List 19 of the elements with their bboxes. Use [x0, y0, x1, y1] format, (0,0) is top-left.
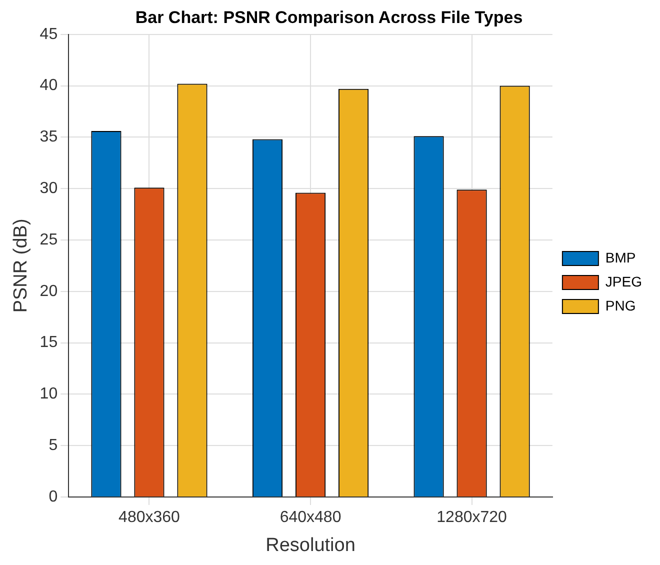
y-tick-label: 30 [40, 180, 58, 198]
legend-label: JPEG [605, 273, 642, 290]
y-tick-label: 15 [40, 334, 58, 352]
y-tick-label: 5 [48, 437, 58, 454]
y-tick-label: 0 [48, 488, 58, 506]
x-axis-title: Resolution [266, 534, 356, 556]
y-tick-label: 35 [40, 128, 58, 146]
y-tick-label: 20 [40, 282, 58, 300]
x-tick-label: 1280x720 [436, 509, 508, 526]
y-tick-label: 10 [40, 386, 58, 403]
legend-label: BMP [605, 249, 636, 266]
y-axis-title: PSNR (dB) [10, 218, 32, 313]
chart-title: Bar Chart: PSNR Comparison Across File Types [135, 8, 523, 27]
x-tick-label: 480x360 [118, 509, 180, 526]
y-tick-label: 40 [40, 77, 58, 94]
y-tick-label: 25 [40, 231, 58, 248]
legend-label: PNG [605, 297, 636, 314]
x-tick-label: 640x480 [280, 509, 342, 526]
y-tick-label: 45 [40, 26, 58, 43]
